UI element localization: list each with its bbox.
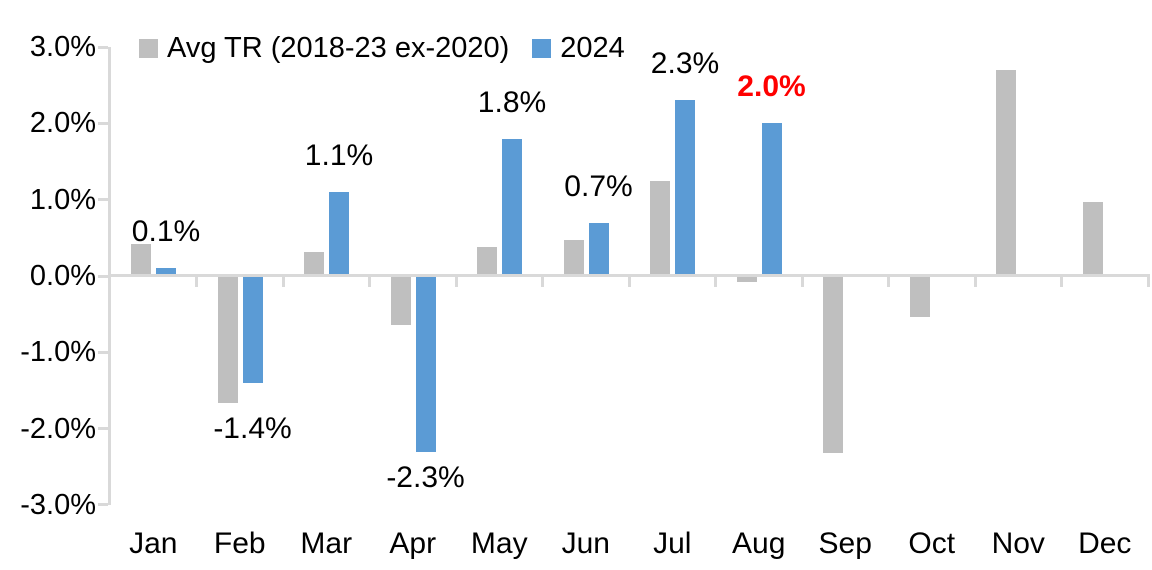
y-axis-tick xyxy=(98,503,108,507)
x-axis-label-jul: Jul xyxy=(653,527,692,560)
legend-swatch-icon xyxy=(139,39,158,58)
x-axis-tick xyxy=(1060,276,1063,287)
x-axis-label-oct: Oct xyxy=(908,527,956,560)
y-axis-label: -2.0% xyxy=(20,412,96,445)
y-axis-label: 1.0% xyxy=(29,183,96,216)
data-label-feb: -1.4% xyxy=(213,411,292,445)
x-axis-label-dec: Dec xyxy=(1078,527,1132,560)
bar-2024-may xyxy=(502,138,522,276)
x-axis-line xyxy=(108,274,1150,277)
bar-2024-feb xyxy=(242,276,263,383)
bar-avg-tr-sep xyxy=(823,276,843,454)
bar-avg-tr-may xyxy=(477,246,497,276)
x-axis-label-aug: Aug xyxy=(732,527,786,560)
data-label-jul: 2.3% xyxy=(650,47,720,81)
y-axis-label: -3.0% xyxy=(20,488,96,521)
bar-avg-tr-nov xyxy=(996,69,1016,276)
bar-2024-jun xyxy=(588,222,609,276)
y-axis-tick xyxy=(98,427,108,431)
bar-avg-tr-aug xyxy=(736,276,757,283)
bar-avg-tr-oct xyxy=(909,276,930,318)
bar-avg-tr-jan xyxy=(131,243,151,276)
bar-2024-jan xyxy=(156,268,176,276)
y-axis-tick xyxy=(98,274,108,278)
legend-item-2024: 2024 xyxy=(532,34,625,63)
legend-swatch-icon xyxy=(532,39,552,58)
data-label-aug: 2.0% xyxy=(737,70,806,104)
bar-avg-tr-feb xyxy=(217,276,238,403)
y-axis-tick xyxy=(98,121,108,125)
legend-label: 2024 xyxy=(560,32,625,64)
bar-2024-jul xyxy=(675,100,695,276)
bar-avg-tr-jun xyxy=(563,240,584,276)
x-axis-tick xyxy=(368,276,371,287)
x-axis-tick xyxy=(195,276,198,287)
x-axis-label-jun: Jun xyxy=(561,527,610,560)
y-axis-label: -1.0% xyxy=(20,336,96,369)
legend-item-avg-tr: Avg TR (2018-23 ex-2020) xyxy=(139,34,509,63)
bar-avg-tr-mar xyxy=(304,252,324,276)
bar-2024-apr xyxy=(415,276,436,452)
bar-avg-tr-apr xyxy=(390,276,411,325)
chart-legend: Avg TR (2018-23 ex-2020) 2024 xyxy=(139,34,625,63)
data-label-mar: 1.1% xyxy=(304,139,374,173)
y-axis-tick xyxy=(98,350,108,354)
x-axis-tick xyxy=(454,276,458,287)
x-axis-tick xyxy=(973,276,977,287)
data-label-apr: -2.3% xyxy=(386,460,465,494)
x-axis-tick xyxy=(541,276,544,287)
bar-2024-mar xyxy=(329,192,349,276)
x-axis-tick xyxy=(627,276,631,287)
legend-label: Avg TR (2018-23 ex-2020) xyxy=(167,32,510,64)
bar-2024-aug xyxy=(761,123,782,276)
x-axis-tick xyxy=(887,276,890,287)
x-axis-label-nov: Nov xyxy=(991,527,1045,560)
bar-avg-tr-dec xyxy=(1082,201,1103,276)
x-axis-label-mar: Mar xyxy=(300,527,353,560)
y-axis-label: 0.0% xyxy=(29,260,96,292)
x-axis-tick xyxy=(1146,276,1150,287)
y-axis-label: 3.0% xyxy=(29,31,96,63)
x-axis-label-apr: Apr xyxy=(389,527,437,560)
data-label-jun: 0.7% xyxy=(564,169,633,203)
x-axis-label-feb: Feb xyxy=(213,527,266,560)
x-axis-tick xyxy=(714,276,717,287)
x-axis-tick xyxy=(800,276,804,287)
data-label-jan: 0.1% xyxy=(131,215,201,249)
x-axis-label-jan: Jan xyxy=(129,527,178,560)
x-axis-label-sep: Sep xyxy=(818,527,872,560)
x-axis-label-may: May xyxy=(470,527,528,560)
y-axis-tick xyxy=(98,198,108,202)
bar-avg-tr-jul xyxy=(650,181,670,276)
y-axis-label: 2.0% xyxy=(29,107,96,140)
y-axis-tick xyxy=(98,45,108,49)
data-label-may: 1.8% xyxy=(477,85,547,119)
x-axis-tick xyxy=(281,276,285,287)
